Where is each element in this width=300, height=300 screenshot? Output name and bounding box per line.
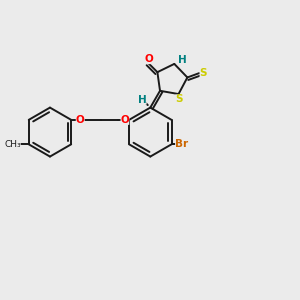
Text: O: O [121,115,129,125]
Text: Br: Br [175,139,188,149]
Text: H: H [138,94,147,105]
Text: S: S [200,68,207,78]
Text: O: O [145,54,154,64]
Text: S: S [176,94,183,104]
Text: H: H [178,55,187,65]
Text: O: O [76,115,85,125]
Text: CH₃: CH₃ [4,140,21,149]
